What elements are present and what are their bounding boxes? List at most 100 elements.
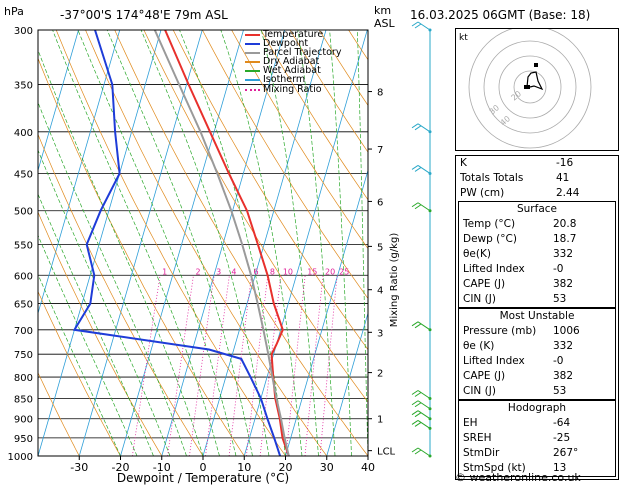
mixing-ratio-label: 8 [270,267,275,276]
mixing-ratio-label: 1 [162,267,167,276]
hodograph-unit: kt [459,33,468,43]
surface-dewp-label: Dewp (°C) [463,233,517,245]
legend: Temperature Dewpoint Parcel Trajectory Dry … [243,30,363,94]
mu-pres-label: Pressure (mb) [463,325,537,337]
hodograph-plot: kt 40 30 20 [459,25,592,149]
legend-item: Temperature [243,30,363,39]
km-label: km [374,4,392,17]
asl-label: ASL [374,17,395,30]
stmdir-value: 267° [553,447,579,459]
location-title: -37°00'S 174°48'E 79m ASL [60,8,228,22]
mu-cin-label: CIN (J) [463,385,496,397]
pressure-tick-label: 700 [14,326,33,337]
pressure-tick-label: 350 [14,81,33,92]
dry-adiabat [114,30,368,456]
legend-item: Wet Adiabat [243,65,363,77]
pressure-tick-label: 750 [14,350,33,361]
legend-swatch [245,34,260,36]
pw-value: 2.44 [556,187,580,199]
wind-barb [411,447,432,458]
wet-adiabat [260,30,319,456]
mixing-ratio-label: 4 [231,267,236,276]
legend-label: Isotherm [263,74,306,86]
height-tick-label: 4 [377,286,383,297]
eh-label: EH [463,417,478,429]
mixing-ratio-label: 25 [339,267,349,276]
wet-adiabat [329,30,352,456]
mixing-ratio-axis-title: Mixing Ratio (g/kg) [389,233,400,328]
mixing-ratio-label: 15 [307,267,317,276]
wet-adiabat [38,49,204,456]
hodograph-trace [526,71,544,91]
pressure-tick-label: 500 [14,207,33,218]
legend-label: Wet Adiabat [263,65,321,77]
pressure-tick-label: 900 [14,415,33,426]
isotherm-line [202,30,327,456]
pressure-tick-label: 550 [14,240,33,251]
height-tick-label: 2 [377,369,383,380]
pressure-tick-label: 600 [14,271,33,282]
legend-label: Dry Adiabat [263,56,320,68]
mu-li-value: -0 [553,355,564,367]
mixing-ratio-line [304,275,324,456]
surface-li-value: -0 [553,263,564,275]
legend-label: Dewpoint [263,38,309,50]
pressure-tick-label: 300 [14,26,33,37]
mixing-ratio-line [228,275,252,456]
wet-adiabat [77,30,237,456]
dry-adiabat [38,57,245,456]
height-tick-label: 6 [377,197,383,208]
legend-label: Parcel Trajectory [263,47,342,59]
k-index-label: K [460,157,467,169]
surface-title: Surface [516,203,557,215]
dry-adiabat [289,30,368,153]
mu-cape-value: 382 [553,370,574,382]
isotherm-line [243,30,368,456]
sreh-label: SREH [463,432,492,444]
series-temperature [164,30,290,456]
mixing-ratio-line [189,275,215,456]
mu-cin-value: 53 [553,385,567,397]
dry-adiabat [38,211,163,456]
dry-adiabat [260,30,368,201]
wind-barb [411,400,432,411]
legend-swatch [245,52,260,55]
wind-barb [411,202,432,213]
dry-adiabat [202,30,368,300]
mixing-ratio-line [246,275,269,456]
wet-adiabat [38,149,171,456]
legend-item: Parcel Trajectory [243,48,363,57]
wind-barb [411,21,432,32]
k-index-value: -16 [556,157,574,169]
pressure-tick-label: 450 [14,169,33,180]
temp-tick-label: -10 [153,461,171,474]
mixing-ratio-line [131,275,161,456]
height-tick-label: 7 [377,145,383,156]
pressure-tick-label: 400 [14,128,33,139]
legend-item: Dewpoint [243,39,363,48]
surface-cape-value: 382 [553,278,574,290]
mixing-ratio-label: 20 [325,267,335,276]
height-tick-label: 5 [377,242,383,253]
dry-adiabat [38,371,80,456]
surface-cape-label: CAPE (J) [463,278,506,290]
legend-swatch [245,88,260,91]
pressure-tick-label: 800 [14,373,33,384]
pw-label: PW (cm) [460,187,505,199]
dry-adiabat [38,290,121,456]
mixing-ratio-line [285,275,306,456]
wet-adiabat [106,30,253,456]
legend-item: Dry Adiabat [243,56,363,68]
height-tick-label: 3 [377,328,383,339]
legend-label: Temperature [263,29,324,40]
isotherm-line [38,30,121,315]
wind-barb [411,419,432,430]
wet-adiabat [140,30,270,456]
isotherm-line [78,30,203,456]
wind-barb [411,165,432,175]
eh-value: -64 [553,417,571,429]
temp-tick-label: 30 [320,461,334,474]
surface-li-label: Lifted Index [463,263,525,275]
mu-theta-value: 332 [553,340,574,352]
